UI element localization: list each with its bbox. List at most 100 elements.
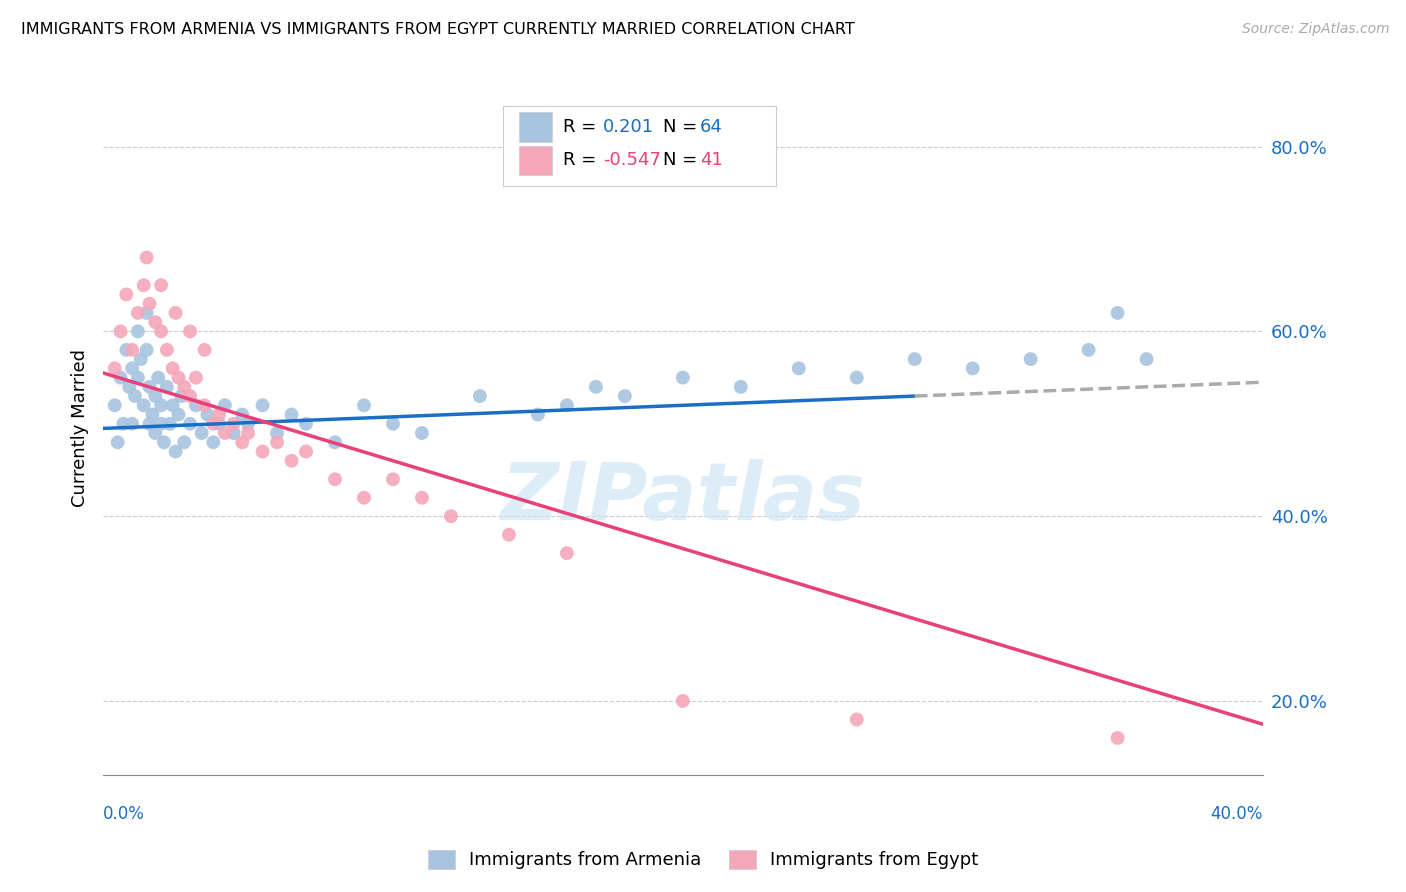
Point	[468, 389, 491, 403]
Point	[162, 361, 184, 376]
Point	[1019, 352, 1042, 367]
Point	[129, 352, 152, 367]
Point	[165, 444, 187, 458]
Point	[112, 417, 135, 431]
Text: ZIPatlas: ZIPatlas	[501, 458, 865, 537]
Point	[138, 417, 160, 431]
Point	[236, 425, 259, 440]
Text: R =: R =	[564, 152, 596, 169]
Point	[231, 408, 253, 422]
Point	[127, 370, 149, 384]
Point	[295, 417, 318, 431]
Point	[121, 417, 143, 431]
Point	[280, 454, 302, 468]
Point	[527, 408, 550, 422]
Point	[194, 343, 217, 357]
Text: 41: 41	[700, 152, 723, 169]
Point	[150, 398, 173, 412]
Point	[159, 417, 181, 431]
Text: R =: R =	[564, 118, 596, 136]
Point	[222, 425, 245, 440]
Point	[148, 370, 170, 384]
Point	[118, 380, 141, 394]
Point	[156, 380, 179, 394]
Point	[353, 491, 375, 505]
Point	[121, 343, 143, 357]
Point	[135, 251, 157, 265]
Point	[252, 398, 274, 412]
Point	[179, 417, 201, 431]
Point	[208, 408, 231, 422]
Point	[115, 287, 138, 301]
Point	[121, 361, 143, 376]
Text: IMMIGRANTS FROM ARMENIA VS IMMIGRANTS FROM EGYPT CURRENTLY MARRIED CORRELATION C: IMMIGRANTS FROM ARMENIA VS IMMIGRANTS FR…	[21, 22, 855, 37]
Point	[1107, 306, 1129, 320]
Point	[1135, 352, 1157, 367]
Point	[845, 713, 868, 727]
Point	[1107, 731, 1129, 745]
Point	[170, 389, 193, 403]
Point	[382, 417, 405, 431]
Point	[411, 491, 433, 505]
Y-axis label: Currently Married: Currently Married	[72, 350, 89, 508]
Point	[585, 380, 607, 394]
Point	[127, 306, 149, 320]
Point	[214, 398, 236, 412]
Point	[179, 325, 201, 339]
Point	[280, 408, 302, 422]
Point	[1077, 343, 1099, 357]
Point	[173, 380, 195, 394]
Point	[202, 435, 225, 450]
Point	[162, 398, 184, 412]
Text: 40.0%: 40.0%	[1211, 805, 1263, 823]
Point	[194, 398, 217, 412]
Point	[143, 425, 166, 440]
Point	[222, 417, 245, 431]
Point	[411, 425, 433, 440]
Point	[156, 343, 179, 357]
Point	[202, 417, 225, 431]
Point	[190, 425, 212, 440]
Point	[150, 278, 173, 293]
Point	[440, 509, 463, 524]
Point	[143, 389, 166, 403]
Point	[555, 398, 578, 412]
Point	[138, 296, 160, 310]
Point	[184, 398, 207, 412]
Point	[110, 370, 132, 384]
Point	[555, 546, 578, 560]
Text: 64: 64	[700, 118, 723, 136]
Point	[266, 435, 288, 450]
FancyBboxPatch shape	[503, 106, 776, 186]
Point	[236, 417, 259, 431]
Point	[110, 325, 132, 339]
Text: Source: ZipAtlas.com: Source: ZipAtlas.com	[1241, 22, 1389, 37]
Point	[141, 408, 163, 422]
Point	[150, 325, 173, 339]
Text: N =: N =	[664, 118, 697, 136]
Point	[382, 472, 405, 486]
Point	[323, 472, 346, 486]
Point	[132, 278, 155, 293]
Point	[845, 370, 868, 384]
Point	[323, 435, 346, 450]
Text: N =: N =	[664, 152, 697, 169]
Point	[104, 398, 127, 412]
Point	[150, 417, 173, 431]
Point	[127, 325, 149, 339]
Point	[214, 425, 236, 440]
Point	[143, 315, 166, 329]
Point	[167, 408, 190, 422]
Point	[672, 370, 695, 384]
Point	[197, 408, 219, 422]
Point	[153, 435, 176, 450]
Point	[208, 417, 231, 431]
Point	[167, 370, 190, 384]
Point	[353, 398, 375, 412]
Point	[107, 435, 129, 450]
FancyBboxPatch shape	[519, 145, 551, 175]
Point	[295, 444, 318, 458]
Point	[904, 352, 927, 367]
Point	[672, 694, 695, 708]
Point	[104, 361, 127, 376]
